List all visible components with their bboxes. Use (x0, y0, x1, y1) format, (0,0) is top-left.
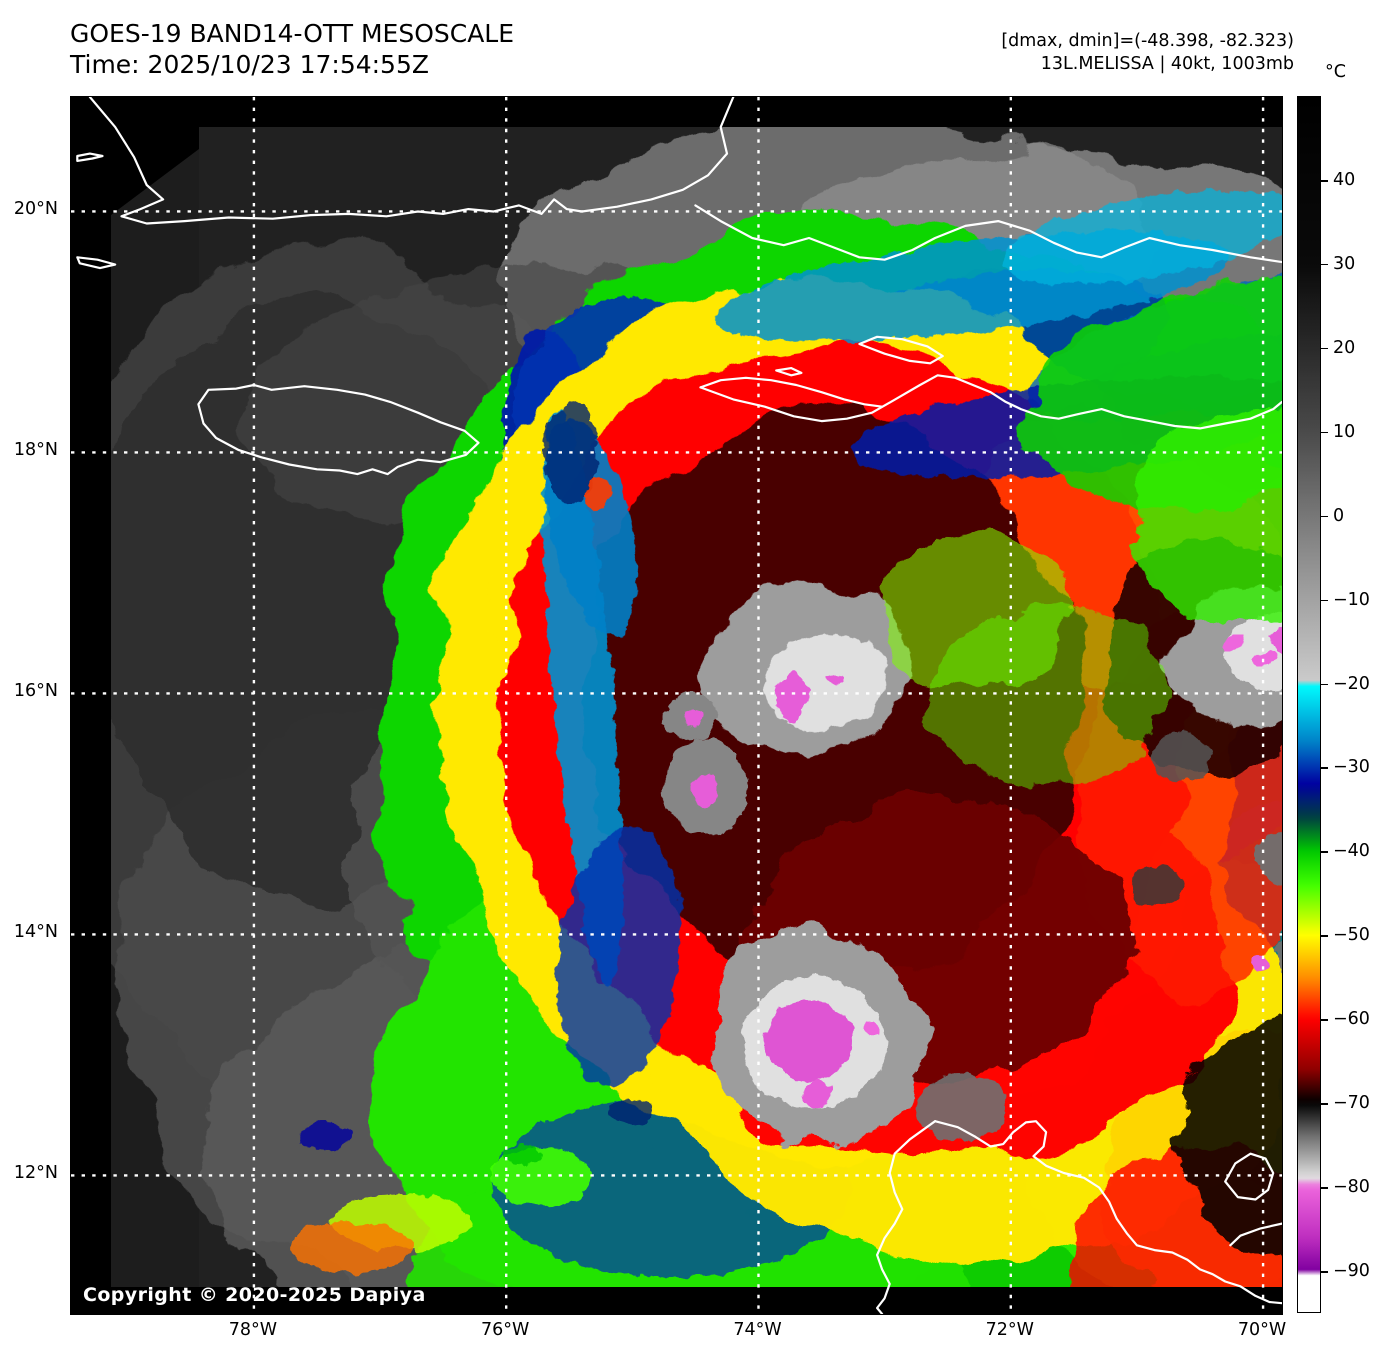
cloud-region (804, 1080, 830, 1108)
colorbar-tick (1321, 683, 1328, 686)
metadata-block: [dmax, dmin]=(-48.398, -82.323) 13L.MELI… (1001, 30, 1294, 76)
colorbar-unit-label: °C (1325, 62, 1346, 82)
storm-info-label: 13L.MELISSA | 40kt, 1003mb (1040, 54, 1294, 74)
cloud-region (1250, 955, 1268, 971)
colorbar-tick (1321, 1103, 1328, 1105)
cloud-region (916, 1073, 1006, 1141)
coastline-falcon (1229, 1222, 1282, 1247)
cloud-region (1269, 625, 1282, 655)
latitude-tick-label: 14°N (13, 922, 58, 943)
cloud-region (777, 673, 809, 721)
colorbar-tick-label: −30 (1333, 757, 1370, 778)
coastline-paraguana (1224, 1152, 1275, 1201)
coastline-cuba (88, 97, 735, 225)
colorbar-tick-label: −90 (1333, 1261, 1370, 1282)
colorbar-tick (1321, 179, 1328, 182)
scan-edge-bottom (71, 1287, 1282, 1314)
colorbar-tick-label: −80 (1333, 1177, 1370, 1198)
cloud-region (1223, 636, 1245, 650)
coastline-cay-2 (76, 152, 104, 162)
longitude-tick-label: 78°W (228, 1320, 278, 1340)
cloud-region (300, 1123, 352, 1151)
coastline-gonave (858, 335, 944, 365)
cloud-region (684, 708, 704, 726)
ir-satellite-raster (71, 97, 1282, 1314)
page-title: GOES-19 BAND14-OTT MESOSCALE (70, 19, 515, 48)
colorbar-tick-label: 10 (1333, 421, 1356, 442)
longitude-tick-label: 74°W (733, 1320, 782, 1340)
colorbar-tick-label: 30 (1333, 253, 1356, 274)
timestamp-label: Time: 2025/10/23 17:54:55Z (70, 50, 429, 79)
colorbar-tick-label: 0 (1333, 505, 1345, 526)
coastline-jamaica (197, 383, 480, 476)
cloud-region (765, 1001, 853, 1081)
colorbar-gradient (1297, 96, 1321, 1313)
cloud-region (1130, 867, 1182, 907)
cloud-region (1131, 407, 1282, 627)
colorbar-tick (1321, 515, 1328, 518)
colorbar-tick (1321, 1187, 1328, 1189)
dminmax-label: [dmax, dmin]=(-48.398, -82.323) (1001, 31, 1294, 51)
coastline-cay-1 (775, 367, 803, 377)
cloud-region (931, 607, 1171, 787)
colorbar-tick (1321, 263, 1328, 266)
cloud-region (1254, 831, 1282, 883)
coastline-haiti-peninsula (699, 376, 884, 408)
colorbar-tick (1321, 935, 1328, 937)
coastline-hispaniola-north (694, 204, 1282, 264)
colorbar-tick-label: 40 (1333, 169, 1356, 190)
cloud-region (291, 1221, 411, 1273)
cloud-region (505, 1145, 541, 1165)
satellite-imagery-plot[interactable]: Copyright © 2020-2025 Dapiya (70, 96, 1283, 1315)
longitude-tick-label: 70°W (1237, 1320, 1287, 1340)
cloud-region (693, 773, 717, 805)
coastline-venezuela (934, 1120, 1282, 1305)
coastline-hispaniola-south (699, 374, 1282, 430)
longitude-tick-label: 76°W (481, 1320, 530, 1340)
coastline-colombia (876, 1120, 937, 1314)
cloud-region (1181, 1018, 1282, 1256)
cloud-region (1023, 282, 1282, 512)
cloud-region (1151, 733, 1211, 781)
colorbar-tick-label: −40 (1333, 841, 1370, 862)
colorbar-tick-label: −50 (1333, 925, 1370, 946)
colorbar-tick (1321, 431, 1328, 434)
cloud-region (825, 675, 843, 685)
longitude-tick-label: 72°W (985, 1320, 1034, 1340)
colorbar[interactable]: 40 30 20 10 0 −10 −20 −30 −40 −50 −60 −70 −80 −90 (1297, 96, 1370, 1313)
cloud-region (557, 827, 681, 1087)
colorbar-tick-label: −70 (1333, 1093, 1370, 1114)
colorbar-tick-label: −60 (1333, 1009, 1370, 1030)
cloud-region (585, 477, 611, 513)
latitude-tick-label: 16°N (13, 681, 58, 702)
colorbar-tick-label: 20 (1333, 337, 1356, 358)
colorbar-tick (1321, 851, 1328, 853)
colorbar-tick (1321, 599, 1328, 602)
cloud-region (1003, 189, 1282, 285)
scan-edge-left (71, 97, 111, 1314)
colorbar-tick-label: −10 (1333, 589, 1370, 610)
scan-edge-top (71, 97, 1282, 127)
cloud-region (609, 1100, 653, 1124)
cloud-region (1254, 651, 1278, 665)
latitude-tick-label: 12°N (13, 1163, 58, 1184)
colorbar-tick (1321, 1271, 1328, 1273)
colorbar-tick-label: −20 (1333, 673, 1370, 694)
coastline-cay-3 (76, 256, 117, 270)
colorbar-tick (1321, 347, 1328, 350)
copyright-label: Copyright © 2020-2025 Dapiya (83, 1284, 426, 1306)
cloud-region (864, 1023, 878, 1035)
colorbar-tick (1321, 1019, 1328, 1021)
cloud-region (1224, 614, 1282, 690)
title-block: GOES-19 BAND14-OTT MESOSCALE Time: 2025/… (70, 18, 514, 80)
colorbar-tick (1321, 767, 1328, 770)
latitude-tick-label: 18°N (13, 440, 58, 461)
latitude-tick-label: 20°N (13, 199, 58, 220)
cloud-region (1275, 940, 1282, 974)
